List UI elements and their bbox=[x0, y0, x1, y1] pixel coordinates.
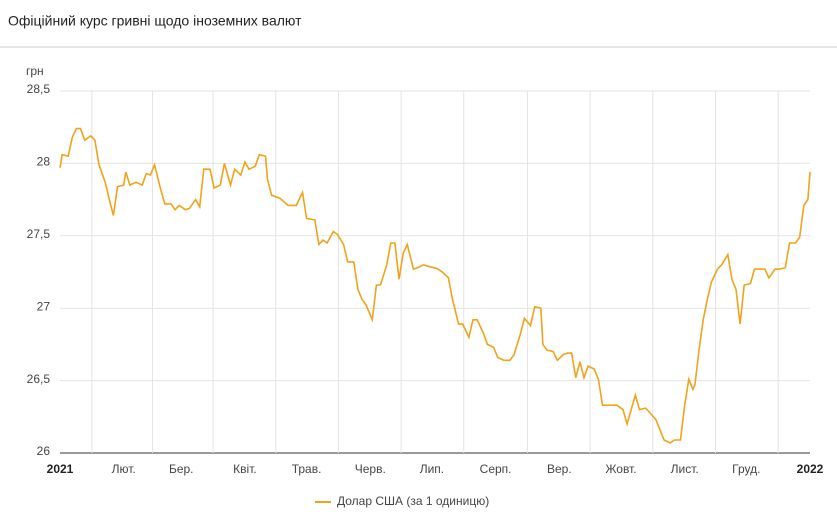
x-tick-label: Лют. bbox=[112, 462, 136, 476]
x-tick-label: Трав. bbox=[292, 462, 322, 476]
x-tick-label: Жовт. bbox=[605, 462, 636, 476]
x-tick-label: Лип. bbox=[420, 462, 444, 476]
y-tick-label: 26 bbox=[37, 444, 51, 458]
x-tick-label: Лист. bbox=[671, 462, 699, 476]
x-tick-label: Груд. bbox=[732, 462, 760, 476]
x-tick-label: Бер. bbox=[169, 462, 194, 476]
x-tick-label: 2022 bbox=[797, 462, 824, 476]
series-line bbox=[59, 127, 811, 444]
x-tick-label: Квіт. bbox=[233, 462, 257, 476]
y-tick-label: 27,5 bbox=[27, 227, 51, 241]
x-tick-label: 2021 bbox=[47, 462, 74, 476]
y-tick-label: 28 bbox=[37, 155, 51, 169]
legend-label: Долар США (за 1 одиницю) bbox=[337, 494, 489, 508]
x-tick-label: Черв. bbox=[355, 462, 386, 476]
y-tick-label: 26,5 bbox=[27, 372, 51, 386]
y-unit: грн bbox=[26, 64, 44, 78]
x-tick-label: Вер. bbox=[547, 462, 572, 476]
x-tick-label: Серп. bbox=[480, 462, 512, 476]
y-tick-label: 28,5 bbox=[27, 82, 51, 96]
y-tick-label: 27 bbox=[37, 299, 51, 313]
chart-title: Офіційний курс гривні щодо іноземних вал… bbox=[8, 13, 302, 29]
